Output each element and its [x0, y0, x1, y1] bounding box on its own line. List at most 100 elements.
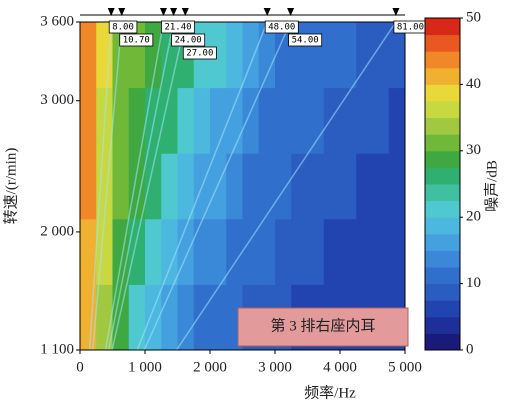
- heatmap-cell: [96, 22, 113, 89]
- colorbar-label: 噪声/dB: [482, 160, 500, 212]
- heatmap-cell: [340, 87, 357, 154]
- order-label: 10.70: [123, 36, 150, 46]
- colorbar-swatch: [425, 67, 460, 85]
- x-tick-label: 0: [76, 359, 84, 375]
- order-line: [107, 21, 175, 351]
- heatmap-cell: [242, 87, 260, 154]
- colorbar-swatch: [425, 316, 460, 334]
- heatmap-cell: [210, 284, 227, 351]
- colorbar-tick-label: 40: [466, 76, 481, 92]
- heatmap-cell: [340, 22, 357, 89]
- heatmap-cell: [356, 22, 373, 89]
- order-line: [175, 21, 397, 351]
- order-label: 81.00: [397, 23, 424, 33]
- colorbar-swatch: [425, 150, 460, 168]
- colorbar-tick-label: 10: [466, 275, 481, 291]
- heatmap-cell: [340, 153, 357, 220]
- heatmap-cell: [372, 22, 390, 89]
- heatmap-cell: [242, 218, 260, 285]
- colorbar-swatch: [425, 184, 460, 202]
- order-marker: [263, 8, 271, 16]
- order-label-box: [108, 20, 138, 34]
- order-label: 54.00: [292, 36, 319, 46]
- y-tick-label: 3 600: [40, 13, 74, 29]
- order-marker: [287, 8, 295, 16]
- heatmap-cell: [275, 218, 292, 285]
- order-label: 48.00: [268, 23, 295, 33]
- heatmap-cell: [210, 153, 227, 220]
- heatmap-cell: [80, 153, 97, 220]
- heatmap-cell: [291, 87, 308, 154]
- heatmap-cell: [177, 153, 195, 220]
- order-label-box: [119, 33, 154, 47]
- order-line: [136, 21, 268, 351]
- y-tick-label: 1 100: [40, 341, 74, 357]
- heatmap-cell: [307, 218, 325, 285]
- order-marker: [181, 8, 189, 16]
- heatmap-cell: [356, 218, 373, 285]
- order-line: [92, 21, 123, 351]
- heatmap-cell: [145, 284, 162, 351]
- x-axis-label: 频率/Hz: [304, 384, 356, 401]
- colorbar-swatch: [425, 167, 460, 185]
- heatmap-cell: [323, 218, 341, 285]
- order-marker: [118, 8, 126, 16]
- order-line: [88, 21, 112, 351]
- order-line: [111, 21, 187, 351]
- heatmap-cell: [128, 284, 146, 351]
- colorbar-frame: [424, 17, 461, 351]
- heatmap-cell: [258, 87, 276, 154]
- heatmap-cell: [307, 87, 325, 154]
- heatmap-cell: [242, 153, 260, 220]
- colorbar-swatch: [425, 233, 460, 251]
- plot-frame: [79, 21, 406, 351]
- heatmap-cell: [161, 153, 178, 220]
- heatmap-cell: [388, 218, 406, 285]
- x-tick-label: 1 000: [128, 359, 162, 375]
- colorbar-swatch: [425, 267, 460, 285]
- heatmap-cell: [258, 22, 276, 89]
- heatmap-cell: [193, 218, 211, 285]
- colorbar-swatch: [425, 134, 460, 152]
- heatmap-cell: [242, 22, 260, 89]
- heatmap-cell: [128, 218, 146, 285]
- heatmap-cell: [388, 87, 406, 154]
- heatmap-cell: [193, 87, 211, 154]
- order-label: 8.00: [112, 23, 134, 33]
- heatmap-cell: [210, 22, 227, 89]
- colorbar-swatch: [425, 217, 460, 235]
- heatmap-cell: [275, 153, 292, 220]
- colorbar-swatch: [425, 200, 460, 218]
- heatmap-cell: [323, 22, 341, 89]
- order-marker: [392, 8, 400, 16]
- heatmap-cell: [372, 218, 390, 285]
- y-tick-label: 2 000: [40, 223, 74, 239]
- heatmap-cell: [177, 87, 195, 154]
- heatmap-cell: [340, 218, 357, 285]
- colorbar-tick-label: 50: [466, 9, 481, 25]
- colorbar-swatch: [425, 34, 460, 52]
- order-marker: [170, 8, 178, 16]
- heatmap-cell: [128, 153, 146, 220]
- colorbar-swatch: [425, 101, 460, 119]
- annotation-box: [237, 307, 409, 347]
- heatmap-cell: [356, 87, 373, 154]
- colorbar-swatch: [425, 283, 460, 301]
- heatmap-cell: [258, 153, 276, 220]
- colorbar-tick-label: 30: [466, 142, 481, 158]
- heatmap-cell: [226, 22, 243, 89]
- y-axis-label: 转速/(r/min): [2, 148, 19, 225]
- order-label-box: [182, 46, 217, 60]
- order-label: 27.00: [186, 49, 213, 59]
- y-tick-label: 3 000: [40, 92, 74, 108]
- heatmap-cell: [145, 153, 162, 220]
- heatmap-cell: [145, 218, 162, 285]
- annotation: 第 3 排右座内耳: [270, 316, 375, 334]
- order-label: 21.40: [164, 23, 191, 33]
- heatmap-cell: [128, 87, 146, 154]
- heatmap-cell: [356, 153, 373, 220]
- heatmap-cell: [307, 153, 325, 220]
- heatmap-cell: [372, 87, 390, 154]
- heatmap-cell: [258, 218, 276, 285]
- colorbar-swatch: [425, 18, 460, 36]
